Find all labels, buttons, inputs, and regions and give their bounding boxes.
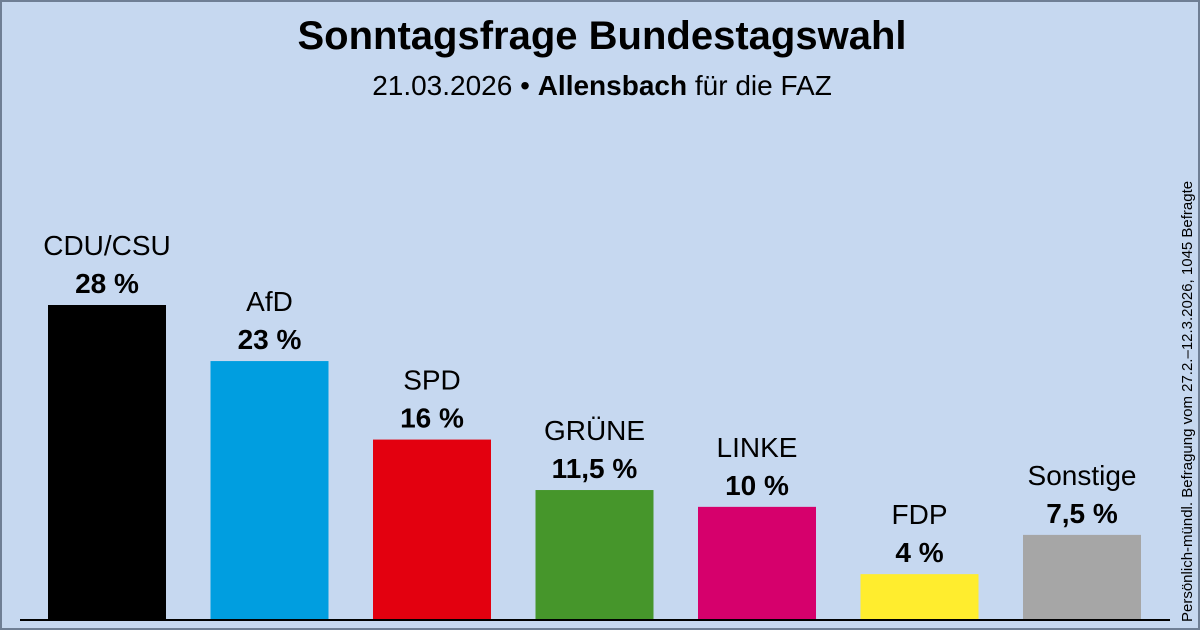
bars-layer: 28 % CDU/CSU 23 % AfD 16 % SPD 11,5 % GRÜNE 10 %… <box>43 230 1141 619</box>
value-label-grüne: 11,5 % <box>552 453 638 484</box>
poll-client: für die FAZ <box>694 70 832 101</box>
category-label-linke: LINKE <box>717 432 798 463</box>
bar-linke <box>698 506 816 619</box>
category-label-afd: AfD <box>246 286 293 317</box>
category-label-sonstige: Sonstige <box>1028 460 1137 491</box>
category-label-cdu-csu: CDU/CSU <box>43 230 171 261</box>
bar-fdp <box>860 574 979 619</box>
bar-sonstige <box>1023 534 1141 619</box>
subtitle-separator: • <box>520 70 530 101</box>
bar-afd <box>210 361 329 619</box>
bar-grüne <box>535 490 654 619</box>
bar-cdu-csu <box>48 305 166 619</box>
category-label-spd: SPD <box>403 365 461 396</box>
poll-institute: Allensbach <box>537 70 688 101</box>
category-label-fdp: FDP <box>892 499 948 530</box>
bar-spd <box>373 439 491 619</box>
poll-date: 21.03.2026 <box>372 70 513 101</box>
chart-subtitle: 21.03.2026 • Allensbach für die FAZ <box>2 70 1200 102</box>
value-label-spd: 16 % <box>400 403 464 434</box>
category-label-grüne: GRÜNE <box>544 415 645 446</box>
value-label-fdp: 4 % <box>895 537 943 568</box>
value-label-cdu-csu: 28 % <box>75 268 139 299</box>
value-label-afd: 23 % <box>238 324 302 355</box>
chart-title: Sonntagsfrage Bundestagswahl <box>297 14 907 58</box>
value-label-sonstige: 7,5 % <box>1046 498 1118 529</box>
value-label-linke: 10 % <box>725 470 789 501</box>
